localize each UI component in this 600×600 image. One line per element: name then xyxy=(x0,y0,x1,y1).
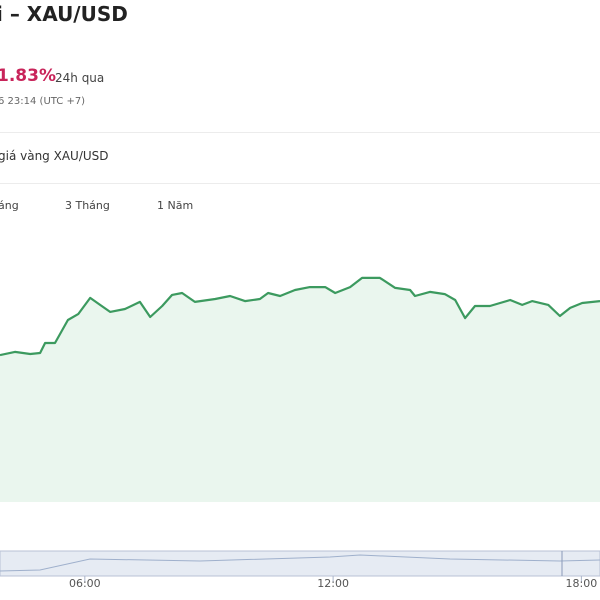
tab[interactable]: áng xyxy=(0,199,19,212)
divider xyxy=(0,183,600,184)
area xyxy=(0,277,600,502)
change: 1.83% xyxy=(0,66,56,86)
x-tick-label: 18:00 xyxy=(566,577,598,590)
section-title: giá vàng XAU/USD xyxy=(0,149,109,163)
navigator[interactable] xyxy=(0,550,600,577)
navigator-line xyxy=(0,554,600,572)
title: i – XAU/USD xyxy=(0,2,128,26)
timestamp: 6 23:14 (UTC +7) xyxy=(0,96,86,107)
divider xyxy=(0,132,600,133)
tab[interactable]: 1 Năm xyxy=(157,199,194,212)
x-tick-label: 06:00 xyxy=(69,577,101,590)
price-line xyxy=(0,276,600,357)
tab[interactable]: 3 Tháng xyxy=(65,199,110,212)
x-tick-label: 12:00 xyxy=(317,577,349,590)
change-period: 24h qua xyxy=(55,71,105,85)
